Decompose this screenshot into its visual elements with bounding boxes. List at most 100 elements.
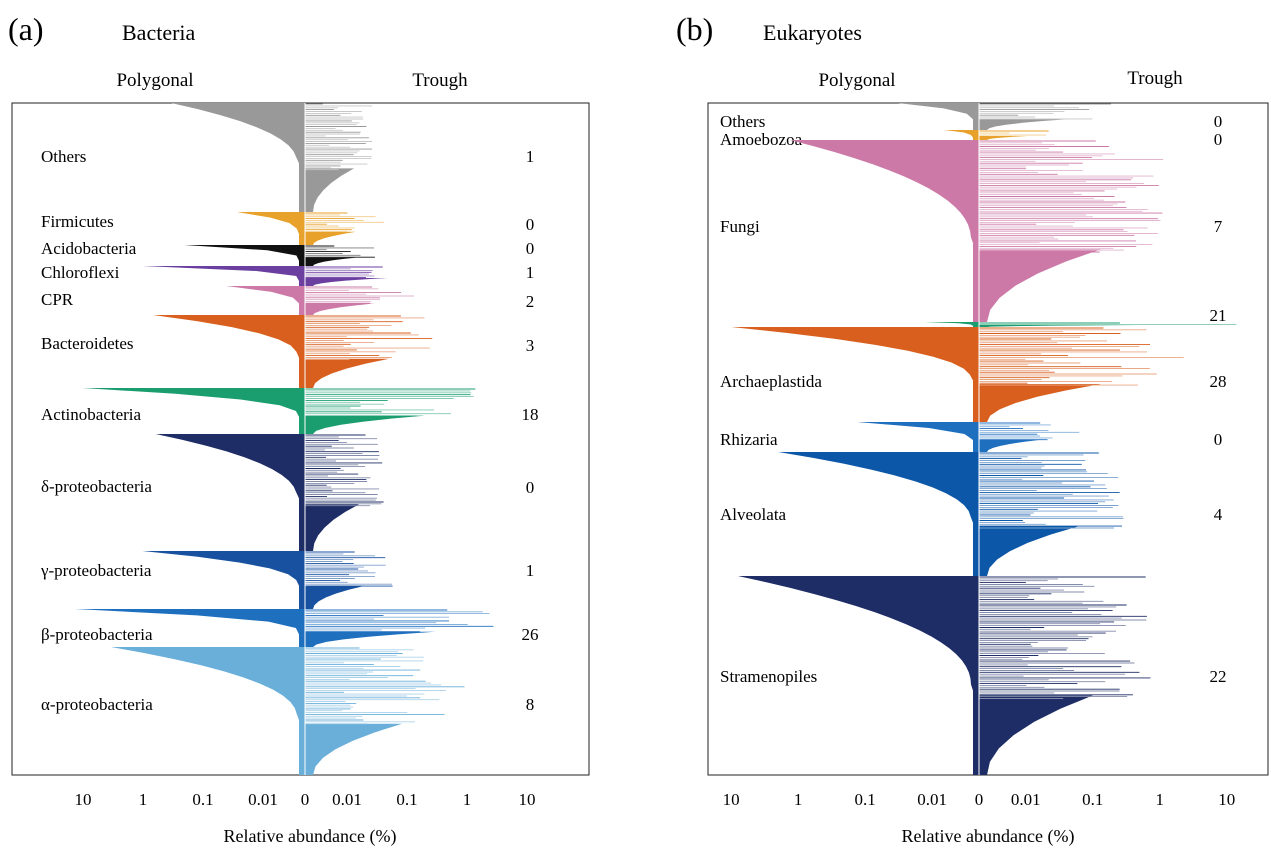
panel-b-fungi-polygonal-area: [790, 140, 979, 322]
panel-b-others-polygonal-area: [897, 103, 979, 130]
panel-a-firmicutes-label: Firmicutes: [41, 212, 114, 231]
panel-a-left-heading: Polygonal: [116, 70, 193, 91]
panel-a-acidobacteria-count: 0: [526, 239, 535, 258]
panel-a-acidobacteria-label: Acidobacteria: [41, 239, 137, 258]
panel-a-x-tick-left: 0.01: [248, 790, 278, 809]
panel-a-acidobacteria-polygonal-area: [184, 245, 305, 266]
panel-a-x-tick-zero: 0: [301, 790, 310, 809]
panel-a-letter: (a): [8, 11, 44, 47]
panel-a-proteobacteria-trough-area: [305, 504, 360, 551]
panel-b-title: Eukaryotes: [763, 20, 862, 45]
panel-b-stramenopiles-label: Stramenopiles: [720, 667, 817, 686]
panel-a-x-tick-right: 0.01: [332, 790, 362, 809]
panel-b-x-tick-right: 0.1: [1082, 790, 1103, 809]
panel-b-rhizaria-trough-area: [979, 440, 1039, 452]
panel-a-title: Bacteria: [122, 20, 196, 45]
panel-a-proteobacteria-count: 1: [526, 561, 535, 580]
panel-a-others-label: Others: [41, 147, 86, 166]
panel-a-proteobacteria-polygonal-area: [111, 647, 305, 775]
panel-a-bacteroidetes-polygonal-area: [153, 315, 305, 388]
panel-b-x-tick-left: 1: [794, 790, 803, 809]
panel-a-acidobacteria-trough-area: [305, 257, 357, 266]
panel-b-x-tick-right: 0.01: [1011, 790, 1041, 809]
panel-b-archaeplastida-trough-area: [979, 384, 1102, 422]
panel-b-amoebozoa-trough-area: [979, 136, 1028, 140]
panel-a-x-tick-right: 0.1: [396, 790, 417, 809]
panel-a-others-polygonal-area: [171, 103, 305, 212]
panel-b-letter: (b): [676, 11, 713, 47]
panel-a-actinobacteria-count: 18: [522, 405, 539, 424]
panel-a-x-tick-right: 10: [519, 790, 536, 809]
panel-b-rhizaria-polygonal-area: [857, 422, 979, 452]
panel-b-alveolata-polygonal-area: [778, 452, 979, 576]
panel-b-alveolata-count: 4: [1214, 505, 1223, 524]
panel-a-proteobacteria-label: β-proteobacteria: [41, 625, 153, 644]
panel-a-proteobacteria-trough-area: [305, 723, 403, 775]
panel-b-fungi-trough-area: [979, 249, 1102, 322]
panel-a-firmicutes-trough-area: [305, 231, 357, 245]
panel-b-archaeplastida-count: 28: [1210, 372, 1227, 391]
panel-a-bacteroidetes-trough-area: [305, 358, 390, 388]
panel-b-left-heading: Polygonal: [818, 70, 895, 91]
panel-b-archaeplastida-label: Archaeplastida: [720, 372, 822, 391]
panel-a-bacteroidetes-label: Bacteroidetes: [41, 334, 134, 353]
panel-b-right-heading: Trough: [1127, 68, 1183, 89]
panel-b-others-label: Others: [720, 112, 765, 131]
panel-b-rhizaria-label: Rhizaria: [720, 430, 778, 449]
panel-a-actinobacteria-polygonal-area: [82, 388, 305, 434]
panel-b-others-count: 0: [1214, 112, 1223, 131]
panel-a-xlabel: Relative abundance (%): [224, 826, 397, 847]
panel-b-alveolata-trough-area: [979, 526, 1079, 576]
panel-b-xlabel: Relative abundance (%): [902, 826, 1075, 847]
panel-a-cpr-label: CPR: [41, 290, 74, 309]
panel-b-others-trough-area: [979, 119, 1068, 130]
panel-b-fungi-count: 7: [1214, 217, 1223, 236]
panel-a-actinobacteria-label: Actinobacteria: [41, 405, 142, 424]
panel-a-plot: Others 1 Firmicutes 0 Acidobacteria 0 Chlorofl…: [40, 103, 539, 809]
panel-a-proteobacteria-count: 8: [526, 695, 535, 714]
panel-a-proteobacteria-trough-area: [305, 631, 436, 647]
panel-b-x-tick-right: 10: [1218, 790, 1235, 809]
panel-b-group-3-trough-area: [979, 325, 1139, 327]
panel-a-bacteroidetes-count: 3: [526, 336, 535, 355]
panel-a-actinobacteria-trough-area: [305, 415, 426, 434]
panel-a-proteobacteria-count: 26: [522, 625, 539, 644]
panel-a-chloroflexi-polygonal-area: [142, 266, 305, 286]
panel-b-stramenopiles-polygonal-area: [737, 576, 979, 775]
panel-a-x-tick-left: 10: [75, 790, 92, 809]
panel-a-cpr-trough-area: [305, 303, 375, 315]
panel-a-chloroflexi-label: Chloroflexi: [41, 263, 120, 282]
panel-b-amoebozoa-count: 0: [1214, 130, 1223, 149]
panel-a-chloroflexi-trough-area: [305, 278, 388, 286]
panel-b-x-tick-right: 1: [1156, 790, 1165, 809]
panel-a-firmicutes-count: 0: [526, 215, 535, 234]
panel-a-proteobacteria-label: γ-proteobacteria: [40, 561, 152, 580]
panel-b-x-tick-left: 10: [723, 790, 740, 809]
panel-b-group-3-polygonal-area: [924, 322, 979, 327]
panel-b-amoebozoa-polygonal-area: [944, 130, 979, 140]
panel-a-proteobacteria-count: 0: [526, 478, 535, 497]
panel-b-group-3-count: 21: [1210, 306, 1227, 325]
panel-a-x-tick-left: 0.1: [192, 790, 213, 809]
panel-b-frame: [707, 102, 1269, 776]
panel-b-stramenopiles-count: 22: [1210, 667, 1227, 686]
panel-a-others-count: 1: [526, 147, 535, 166]
panel-a-others-trough-area: [305, 168, 355, 212]
panel-a-proteobacteria-label: α-proteobacteria: [41, 695, 153, 714]
panel-b-x-tick-left: 0.1: [854, 790, 875, 809]
panel-a-cpr-count: 2: [526, 292, 535, 311]
panel-b-x-tick-left: 0.01: [917, 790, 947, 809]
panel-a-proteobacteria-trough-area: [305, 585, 366, 609]
panel-a-chloroflexi-count: 1: [526, 263, 535, 282]
panel-a-x-tick-left: 1: [139, 790, 148, 809]
panel-b-x-tick-zero: 0: [975, 790, 984, 809]
panel-b-stramenopiles-trough-area: [979, 695, 1094, 775]
panel-a-firmicutes-polygonal-area: [236, 212, 305, 245]
panel-b-archaeplastida-polygonal-area: [731, 327, 979, 422]
panel-b-plot: Others 0 Amoebozoa 0 Fungi 7 21 Archaeplastida 2…: [720, 103, 1237, 809]
panel-a-proteobacteria-polygonal-area: [74, 609, 305, 647]
panel-a-x-tick-right: 1: [463, 790, 472, 809]
panel-a-right-heading: Trough: [412, 70, 468, 91]
panel-a-proteobacteria-label: δ-proteobacteria: [41, 477, 152, 496]
